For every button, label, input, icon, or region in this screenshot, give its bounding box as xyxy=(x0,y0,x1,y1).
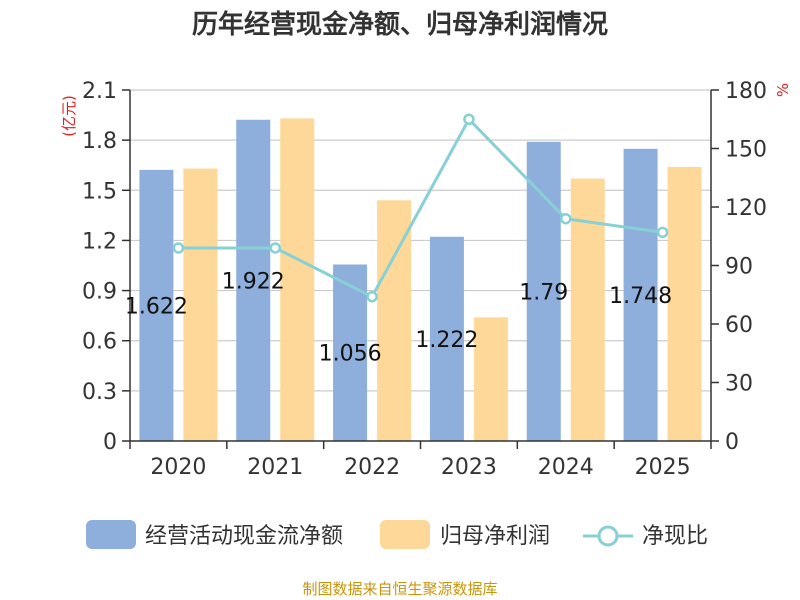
data-label: 1.922 xyxy=(222,269,285,294)
bar-cash-flow xyxy=(333,264,368,441)
ratio-point xyxy=(172,242,185,254)
bar-cash-flow xyxy=(429,236,464,441)
legend-label-net-profit: 归母净利润 xyxy=(440,524,550,549)
bar-net-profit xyxy=(570,178,605,442)
legend-swatch-net-profit xyxy=(380,520,430,549)
data-label: 1.056 xyxy=(319,342,382,367)
legend: 经营活动现金流净额 归母净利润 净现比 xyxy=(86,520,708,549)
ratio-line-series xyxy=(172,113,669,303)
bar-net-profit xyxy=(473,317,508,441)
bar-cash-flow xyxy=(139,169,174,441)
right-axis-unit: % xyxy=(774,83,792,97)
x-tick-label: 2025 xyxy=(635,455,691,480)
bar-cash-flow xyxy=(526,141,561,442)
ratio-point xyxy=(560,212,572,225)
left-tick-label: 1.5 xyxy=(82,179,117,204)
left-tick-label: 0.9 xyxy=(82,280,117,305)
x-tick-label: 2024 xyxy=(538,455,594,480)
data-label: 1.748 xyxy=(609,284,672,309)
x-tick-label: 2020 xyxy=(150,455,206,480)
bar-cash-flow xyxy=(623,148,658,441)
x-tick-label: 2021 xyxy=(247,455,303,480)
legend-label-ratio: 净现比 xyxy=(642,524,708,549)
ratio-point xyxy=(269,242,281,254)
data-label: 1.622 xyxy=(125,294,188,319)
right-tick-label: 120 xyxy=(725,196,767,221)
left-tick-label: 1.8 xyxy=(82,129,117,154)
left-tick-label: 1.2 xyxy=(82,229,117,254)
right-tick-label: 0 xyxy=(725,430,739,455)
bar-net-profit xyxy=(667,166,702,441)
ratio-line xyxy=(178,116,663,299)
legend-swatch-cash-flow xyxy=(86,520,136,549)
bar-net-profit xyxy=(377,200,412,441)
legend-marker-ratio xyxy=(597,525,619,547)
x-tick-label: 2023 xyxy=(441,455,497,480)
grid-lines xyxy=(130,89,711,392)
right-tick-label: 60 xyxy=(725,313,753,338)
ratio-point xyxy=(656,226,669,239)
left-axis-unit: (亿元) xyxy=(60,95,78,137)
bar-net-profit xyxy=(183,168,218,442)
data-source-note: 制图数据来自恒生聚源数据库 xyxy=(302,580,497,598)
bar-series xyxy=(139,118,702,442)
bar-cash-flow xyxy=(236,119,271,441)
left-tick-label: 2.1 xyxy=(82,79,117,104)
left-tick-label: 0 xyxy=(103,430,117,455)
ratio-point xyxy=(463,113,475,125)
data-labels: 1.622 1.922 1.056 1.222 1.79 1.748 xyxy=(125,269,672,366)
bar-net-profit xyxy=(280,118,315,442)
axes: 0 0.3 0.6 0.9 1.2 1.5 1.8 2.1 0 30 60 90 120 150 180 20… xyxy=(82,79,767,480)
right-tick-label: 30 xyxy=(725,372,753,397)
right-tick-label: 90 xyxy=(725,255,753,280)
ratio-point xyxy=(366,290,378,303)
data-label: 1.222 xyxy=(415,328,478,353)
x-tick-label: 2022 xyxy=(344,455,400,480)
data-label: 1.79 xyxy=(519,280,568,305)
chart-title: 历年经营现金净额、归母净利润情况 xyxy=(192,9,608,40)
right-tick-label: 150 xyxy=(725,138,767,163)
left-tick-label: 0.6 xyxy=(82,330,117,355)
left-tick-label: 0.3 xyxy=(82,380,117,405)
right-tick-label: 180 xyxy=(725,79,767,104)
legend-label-cash-flow: 经营活动现金流净额 xyxy=(145,524,343,549)
